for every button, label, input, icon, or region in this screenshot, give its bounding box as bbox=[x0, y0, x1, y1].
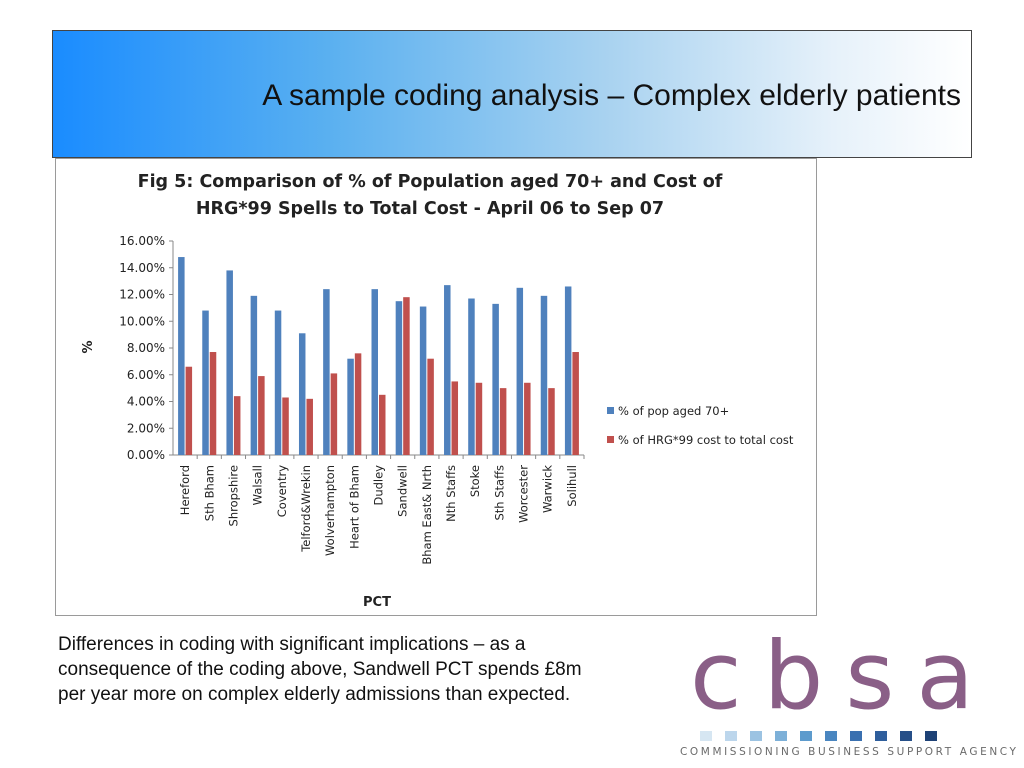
slide-title: A sample coding analysis – Complex elder… bbox=[262, 79, 961, 112]
chart-frame: Fig 5: Comparison of % of Population age… bbox=[55, 158, 817, 616]
x-tick-label: Heart of Bham bbox=[347, 465, 361, 549]
y-tick-label: 12.00% bbox=[119, 288, 165, 302]
bar-hrg bbox=[379, 394, 386, 455]
y-tick-label: 4.00% bbox=[127, 395, 165, 409]
logo-squares bbox=[700, 731, 937, 741]
x-tick-label: Sth Bham bbox=[202, 465, 216, 521]
bar-hrg bbox=[258, 376, 265, 455]
bar-pop bbox=[419, 306, 427, 455]
x-tick-label: Walsall bbox=[251, 465, 265, 505]
logo-square bbox=[750, 731, 762, 741]
x-tick-label: Telford&Wrekin bbox=[299, 465, 313, 553]
bar-hrg bbox=[403, 297, 410, 455]
x-tick-label: Stoke bbox=[468, 465, 482, 497]
cbsa-logo: cbsa bbox=[690, 622, 996, 731]
bar-pop bbox=[540, 295, 548, 455]
y-axis-label: % bbox=[81, 340, 96, 353]
bar-pop bbox=[516, 287, 524, 455]
bar-hrg bbox=[499, 388, 507, 455]
plot-area: 0.00% 2.00% 4.00% 6.00% 8.00% 10.00% 12.00% 14.… bbox=[119, 234, 585, 565]
bar-hrg bbox=[475, 382, 483, 455]
logo-square bbox=[825, 731, 837, 741]
bar-pop bbox=[226, 270, 233, 455]
bar-hrg bbox=[185, 366, 193, 455]
bar-pop bbox=[347, 358, 354, 455]
logo-square bbox=[925, 731, 937, 741]
legend-label-hrg: % of HRG*99 cost to total cost bbox=[618, 433, 794, 447]
bar-chart: Fig 5: Comparison of % of Population age… bbox=[81, 172, 794, 610]
logo-square bbox=[775, 731, 787, 741]
bar-hrg bbox=[548, 388, 555, 455]
bar-pop bbox=[564, 286, 572, 455]
caption-line-3: per year more on complex elderly admissi… bbox=[58, 684, 571, 705]
x-tick-label: Nth Staffs bbox=[444, 465, 458, 522]
bar-pop bbox=[178, 257, 185, 455]
y-tick-label: 10.00% bbox=[119, 314, 165, 328]
bar-pop bbox=[444, 285, 451, 455]
x-tick-label: Wolverhampton bbox=[323, 465, 337, 556]
bar-hrg bbox=[330, 373, 338, 455]
caption-line-1: Differences in coding with significant i… bbox=[58, 634, 526, 655]
x-tick-label: Sandwell bbox=[396, 465, 410, 517]
bar-pop bbox=[371, 289, 378, 455]
bar-hrg bbox=[451, 381, 459, 455]
logo-square bbox=[875, 731, 887, 741]
bar-pop bbox=[492, 303, 499, 455]
chart-title-line-2: HRG*99 Spells to Total Cost - April 06 t… bbox=[196, 199, 664, 219]
logo-square bbox=[800, 731, 812, 741]
x-tick-label: Solihull bbox=[565, 465, 579, 507]
bar-hrg bbox=[282, 397, 289, 455]
x-tick-label: Bham East& Nrth bbox=[420, 465, 434, 565]
legend-swatch-pop bbox=[607, 407, 614, 414]
title-banner: A sample coding analysis – Complex elder… bbox=[52, 30, 972, 158]
y-tick-label: 0.00% bbox=[127, 448, 165, 462]
bar-pop bbox=[274, 310, 282, 455]
bar-pop bbox=[250, 295, 258, 455]
logo-square bbox=[850, 731, 862, 741]
x-tick-label: Dudley bbox=[372, 465, 386, 506]
chart-title-line-1: Fig 5: Comparison of % of Population age… bbox=[138, 172, 723, 192]
bar-hrg bbox=[233, 396, 241, 455]
bar-hrg bbox=[572, 352, 579, 455]
bar-hrg bbox=[209, 352, 217, 455]
bar-hrg bbox=[354, 353, 362, 455]
y-tick-label: 2.00% bbox=[127, 421, 165, 435]
x-tick-label: Worcester bbox=[517, 465, 531, 523]
bar-pop bbox=[323, 289, 330, 455]
x-tick-label: Hereford bbox=[178, 465, 192, 515]
logo-square bbox=[700, 731, 712, 741]
logo-tagline: COMMISSIONING BUSINESS SUPPORT AGENCY bbox=[680, 746, 1019, 758]
legend: % of pop aged 70+ % of HRG*99 cost to to… bbox=[607, 404, 794, 447]
x-axis-label: PCT bbox=[363, 595, 391, 610]
x-tick-label: Warwick bbox=[541, 465, 555, 513]
x-tick-label: Shropshire bbox=[226, 465, 240, 526]
bar-pop bbox=[468, 298, 475, 455]
y-tick-label: 16.00% bbox=[119, 234, 165, 248]
bar-hrg bbox=[306, 398, 313, 455]
y-tick-label: 6.00% bbox=[127, 368, 165, 382]
x-tick-label: Sth Staffs bbox=[492, 465, 506, 521]
x-tick-label: Coventry bbox=[275, 465, 289, 517]
bar-pop bbox=[298, 333, 306, 455]
bar-hrg bbox=[524, 382, 531, 455]
caption: Differences in coding with significant i… bbox=[58, 632, 698, 707]
logo-square bbox=[900, 731, 912, 741]
bar-hrg bbox=[427, 358, 434, 455]
logo-square bbox=[725, 731, 737, 741]
caption-line-2: consequence of the coding above, Sandwel… bbox=[58, 659, 582, 680]
legend-label-pop: % of pop aged 70+ bbox=[618, 404, 729, 418]
legend-swatch-hrg bbox=[607, 436, 614, 443]
y-tick-label: 8.00% bbox=[127, 341, 165, 355]
bar-pop bbox=[202, 310, 209, 455]
bar-pop bbox=[395, 301, 403, 455]
y-tick-label: 14.00% bbox=[119, 261, 165, 275]
